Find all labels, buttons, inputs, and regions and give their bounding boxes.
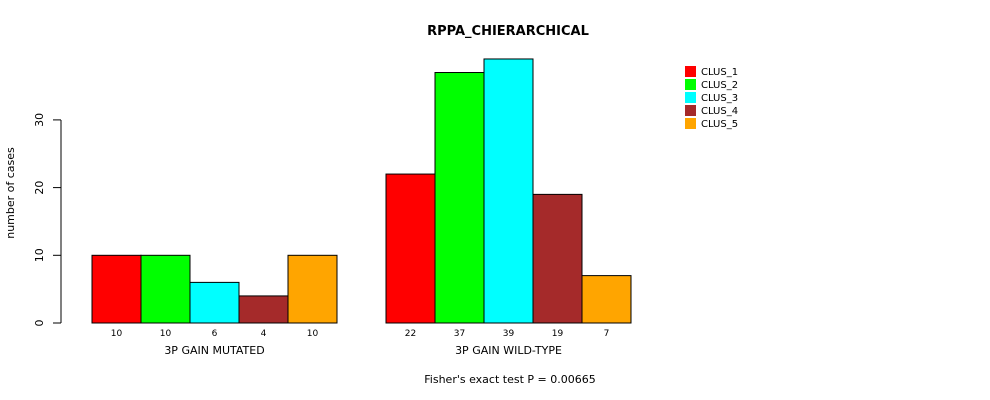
bar-value-label: 6 bbox=[212, 329, 218, 339]
bar-3p-gain-wild-type-clus_3 bbox=[483, 58, 534, 324]
y-tick-label: 0 bbox=[33, 320, 46, 327]
legend-label-clus_5: CLUS_5 bbox=[701, 119, 738, 130]
bar-value-label: 39 bbox=[503, 329, 515, 339]
legend-swatch-clus_2 bbox=[685, 79, 696, 90]
bar-value-label: 7 bbox=[604, 329, 610, 339]
bar-value-label: 10 bbox=[111, 329, 123, 339]
bar-value-label: 37 bbox=[454, 329, 465, 339]
bar-value-label: 10 bbox=[307, 329, 319, 339]
y-tick-label: 10 bbox=[33, 248, 46, 262]
group-label: 3P GAIN MUTATED bbox=[164, 344, 264, 357]
bar-3p-gain-wild-type-clus_2 bbox=[434, 72, 485, 324]
legend-swatch-clus_1 bbox=[685, 66, 696, 77]
bar-3p-gain-mutated-clus_5 bbox=[287, 254, 338, 324]
bar-3p-gain-mutated-clus_3 bbox=[189, 281, 240, 324]
legend-swatch-clus_4 bbox=[685, 105, 696, 116]
bar-3p-gain-mutated-clus_4 bbox=[238, 295, 289, 324]
legend-swatch-clus_5 bbox=[685, 118, 696, 129]
y-tick-label: 20 bbox=[33, 181, 46, 195]
bar-3p-gain-mutated-clus_1 bbox=[91, 254, 142, 324]
bar-value-label: 10 bbox=[160, 329, 172, 339]
bar-value-label: 19 bbox=[552, 329, 564, 339]
bars: 10 10 6 4 10 22 37 39 19 7 bbox=[91, 58, 632, 339]
bar-value-label: 22 bbox=[405, 329, 416, 339]
bar-3p-gain-wild-type-clus_5 bbox=[581, 275, 632, 324]
legend-label-clus_1: CLUS_1 bbox=[701, 67, 738, 78]
bar-3p-gain-mutated-clus_2 bbox=[140, 254, 191, 324]
group-label: 3P GAIN WILD-TYPE bbox=[455, 344, 562, 357]
legend-label-clus_4: CLUS_4 bbox=[701, 106, 738, 117]
bar-3p-gain-wild-type-clus_1 bbox=[385, 173, 436, 324]
y-tick-label: 30 bbox=[33, 113, 46, 127]
group-labels: 3P GAIN MUTATED 3P GAIN WILD-TYPE bbox=[164, 344, 562, 357]
chart-title: RPPA_CHIERARCHICAL bbox=[427, 24, 589, 39]
fisher-test-note: Fisher's exact test P = 0.00665 bbox=[424, 373, 595, 386]
legend-swatch-clus_3 bbox=[685, 92, 696, 103]
legend-label-clus_3: CLUS_3 bbox=[701, 93, 738, 104]
bar-value-label: 4 bbox=[261, 329, 267, 339]
bar-3p-gain-wild-type-clus_4 bbox=[532, 193, 583, 324]
legend: CLUS_1 CLUS_2 CLUS_3 CLUS_4 CLUS_5 bbox=[685, 66, 738, 130]
legend-label-clus_2: CLUS_2 bbox=[701, 80, 738, 91]
y-axis-label: number of cases bbox=[4, 147, 17, 239]
y-axis-ticks: 0 10 20 30 bbox=[33, 113, 61, 327]
